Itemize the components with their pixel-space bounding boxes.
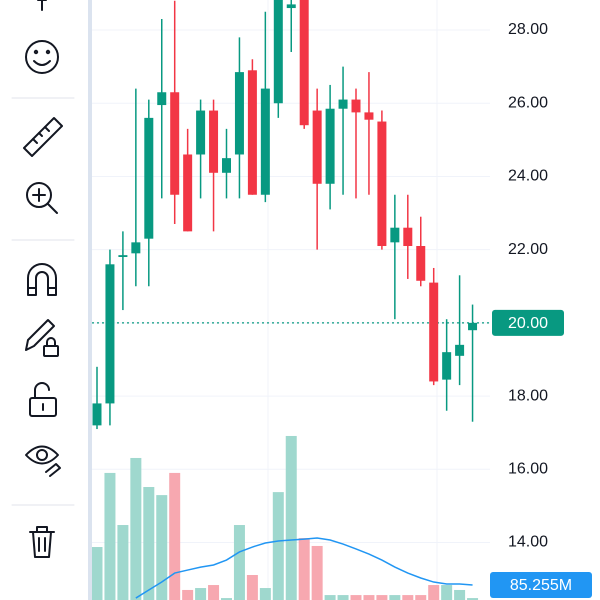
candle-body bbox=[351, 99, 361, 113]
candle-body bbox=[442, 352, 452, 380]
candle-body bbox=[118, 255, 128, 257]
candle-body bbox=[234, 72, 244, 155]
candle-body bbox=[157, 92, 167, 106]
candle-body bbox=[312, 110, 322, 184]
volume-bar bbox=[195, 588, 207, 600]
last-price-label: 20.00 bbox=[508, 315, 548, 332]
candle-body bbox=[183, 154, 193, 232]
volume-bar bbox=[143, 487, 155, 600]
emoji-tool[interactable] bbox=[25, 40, 59, 74]
volume-bar bbox=[233, 525, 245, 600]
unlock-tool[interactable] bbox=[29, 382, 57, 417]
volume-bar bbox=[441, 585, 453, 600]
candle-body bbox=[286, 4, 296, 9]
volume-label: 85.255M bbox=[510, 577, 572, 594]
volume-bar bbox=[337, 595, 349, 600]
toolbar-icons bbox=[11, 0, 75, 558]
volume-bar bbox=[272, 492, 284, 600]
candle-body bbox=[468, 322, 478, 331]
candle-body bbox=[209, 110, 219, 173]
candle-body bbox=[222, 158, 231, 173]
volume-ma-line bbox=[135, 537, 473, 599]
y-tick-label: 14.00 bbox=[508, 534, 548, 551]
candle-body bbox=[105, 264, 115, 404]
volume-bar bbox=[169, 472, 181, 600]
volume-bar bbox=[208, 585, 220, 600]
candle-body bbox=[390, 227, 400, 243]
volume-bar bbox=[389, 595, 401, 600]
volume-bar bbox=[117, 525, 129, 600]
volume-bar bbox=[182, 589, 194, 600]
y-tick-label: 24.00 bbox=[508, 168, 548, 185]
volume-bar bbox=[454, 589, 466, 600]
volume-bar bbox=[221, 598, 232, 600]
volume-bar bbox=[350, 595, 362, 600]
volume-bar bbox=[311, 545, 323, 600]
volume-bar bbox=[285, 435, 297, 600]
last-price-tag bbox=[492, 309, 564, 336]
crosshair-tool[interactable] bbox=[37, 0, 47, 11]
volume-bar bbox=[363, 595, 375, 600]
y-tick-label: 26.00 bbox=[508, 94, 548, 111]
candle-body bbox=[455, 344, 465, 356]
scroll-strip bbox=[88, 0, 92, 600]
volume-bar bbox=[324, 595, 336, 600]
ruler-tool[interactable] bbox=[23, 117, 63, 157]
volume-bar bbox=[259, 588, 271, 600]
candle-body bbox=[377, 121, 387, 247]
candle-body bbox=[416, 246, 426, 281]
candle-body bbox=[170, 92, 180, 195]
candle-body bbox=[325, 108, 335, 184]
y-tick-label: 18.00 bbox=[508, 387, 548, 404]
candle-body bbox=[196, 110, 206, 155]
delete-tool[interactable] bbox=[29, 526, 55, 558]
volume-tag bbox=[490, 571, 592, 598]
candle-body bbox=[299, 0, 309, 126]
candle-body bbox=[260, 88, 270, 195]
volume-bar bbox=[130, 457, 142, 600]
candle-body bbox=[144, 117, 154, 239]
zoom-tool[interactable] bbox=[26, 182, 58, 214]
volume-bar bbox=[104, 472, 116, 600]
volume-bar bbox=[92, 547, 103, 600]
magnet-tool[interactable] bbox=[27, 263, 57, 296]
lock-drawing-tool[interactable] bbox=[25, 319, 59, 357]
volume-bar bbox=[246, 575, 258, 600]
candle-body bbox=[92, 403, 102, 426]
volume-bar bbox=[415, 595, 427, 600]
candle-body bbox=[131, 242, 141, 254]
volume-bar bbox=[428, 585, 440, 600]
candle-body bbox=[273, 0, 283, 104]
volume-bar bbox=[402, 595, 414, 600]
volume-bar bbox=[467, 598, 479, 600]
volume-bar bbox=[376, 595, 388, 600]
toolbar bbox=[0, 0, 88, 600]
candle-body bbox=[403, 227, 413, 247]
y-tick-label: 28.00 bbox=[508, 21, 548, 38]
candle-body bbox=[338, 99, 348, 109]
visibility-tool[interactable] bbox=[25, 445, 61, 477]
volume-bar bbox=[298, 538, 310, 600]
volume-bar bbox=[156, 495, 168, 600]
candle-body bbox=[364, 112, 374, 120]
y-tick-label: 16.00 bbox=[508, 461, 548, 478]
y-tick-label: 22.00 bbox=[508, 241, 548, 258]
candle-body bbox=[247, 70, 257, 195]
candle-body bbox=[429, 282, 439, 382]
